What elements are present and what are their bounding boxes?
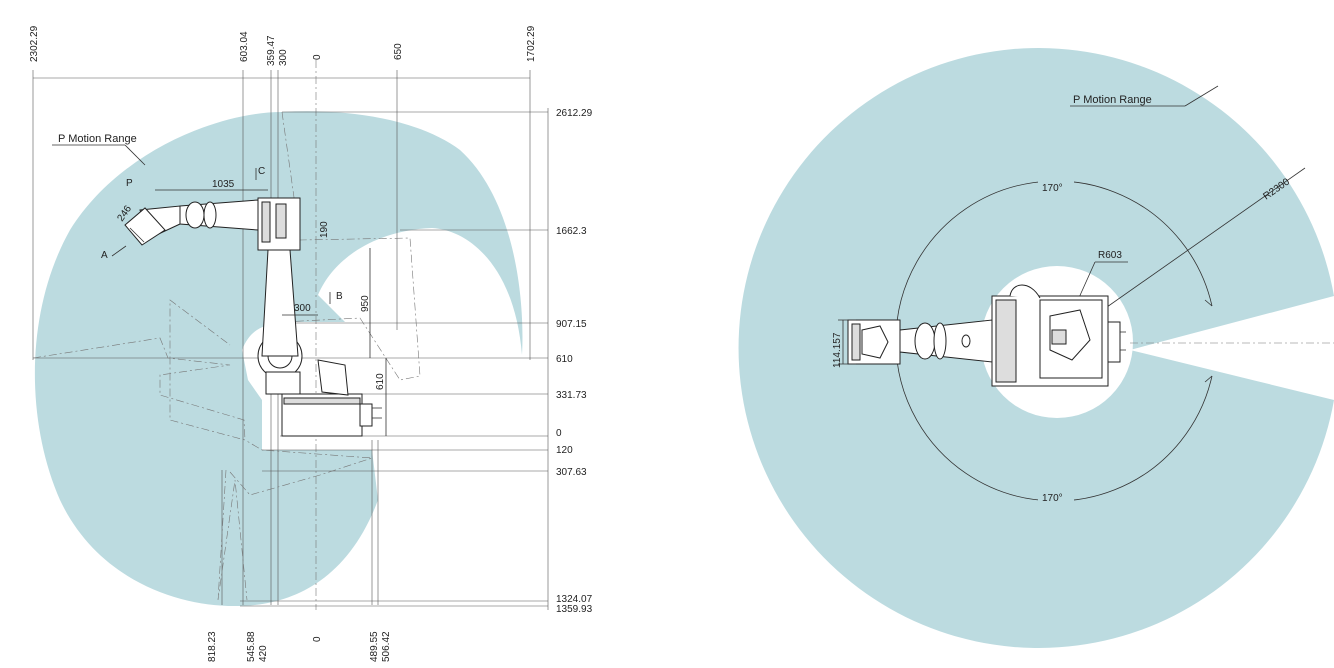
marker-p: P <box>126 178 133 189</box>
right-dim-1359: 1359.93 <box>556 604 593 615</box>
marker-b: B <box>336 291 343 302</box>
bottom-dim-420: 420 <box>258 645 269 662</box>
r-inner: R603 <box>1098 250 1122 261</box>
top-robot <box>847 284 1126 387</box>
side-robot <box>124 197 382 437</box>
dim-190: 190 <box>319 221 330 238</box>
right-dim-907: 907.15 <box>556 319 587 330</box>
right-dim-331: 331.73 <box>556 390 587 401</box>
bottom-dim-506: 506.42 <box>381 631 392 662</box>
top-dim-359: 359.47 <box>266 35 277 66</box>
marker-a: A <box>101 250 108 261</box>
marker-c: C <box>258 166 265 177</box>
top-dim-2302: 2302.29 <box>29 25 40 62</box>
dim-610: 610 <box>375 373 386 390</box>
bottom-dim-545: 545.88 <box>246 631 257 662</box>
right-dim-120: 120 <box>556 445 573 456</box>
top-dim-0: 0 <box>312 54 323 60</box>
side-range-label: P Motion Range <box>58 133 137 145</box>
top-range-label: P Motion Range <box>1073 94 1152 106</box>
right-dim-307: 307.63 <box>556 467 587 478</box>
top-dim-300: 300 <box>278 49 289 66</box>
right-dim-610: 610 <box>556 354 573 365</box>
bottom-dim-489: 489.55 <box>369 631 380 662</box>
bottom-dim-0: 0 <box>312 636 323 642</box>
dim-300: 300 <box>294 303 311 314</box>
bottom-dim-818: 818.23 <box>207 631 218 662</box>
angle-bottom: 170° <box>1042 493 1063 504</box>
dim-1035: 1035 <box>212 179 235 190</box>
top-dim-603: 603.04 <box>239 31 250 62</box>
top-dim-1702: 1702.29 <box>526 25 537 62</box>
dim-950: 950 <box>360 295 371 312</box>
angle-top: 170° <box>1042 183 1063 194</box>
dim-114: 114.157 <box>832 332 843 368</box>
side-view: P Motion Range 1035 P A 246 C 190 950 30… <box>29 25 593 662</box>
top-view: 170° 170° R2300 R603 P Motion Range <box>738 47 1334 648</box>
top-dim-650: 650 <box>393 43 404 60</box>
right-dim-1662: 1662.3 <box>556 226 587 237</box>
right-dim-1324: 1324.07 <box>556 594 593 605</box>
right-dim-0: 0 <box>556 428 562 439</box>
right-dim-2612: 2612.29 <box>556 108 593 119</box>
